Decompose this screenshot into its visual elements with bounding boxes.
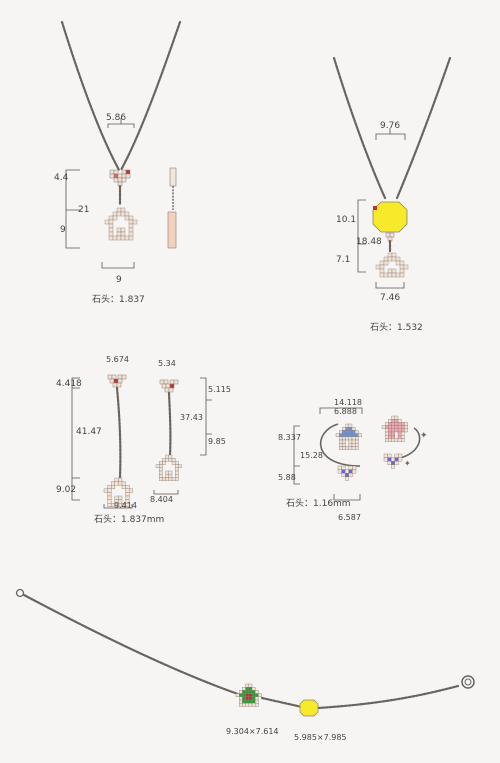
necklace-1-dim-left-top: 4.4 (54, 173, 69, 183)
bracelet-end-ring (15, 588, 25, 598)
necklace-1-dim-left-bottom: 9 (60, 225, 66, 235)
necklace-2-dim-bottom: 7.46 (380, 293, 400, 303)
earrings-long-dim-top-1: 5.674 (106, 355, 129, 364)
necklace-2-dim-left-bottom: 7.1 (336, 255, 350, 265)
necklace-1-chain-right (119, 20, 182, 172)
earrings-long-dim-right-bottom: 9.85 (208, 437, 226, 446)
house-icon (104, 207, 138, 241)
heart-icon (337, 465, 357, 481)
bracelet-label-house: 9.304×7.614 (226, 727, 279, 736)
earrings-long-dim-left-top: 4.418 (56, 379, 82, 389)
earrings-long-dim-left-bottom: 9.02 (56, 485, 76, 495)
balloon-icon (299, 699, 319, 717)
necklace-2-chain-right (395, 56, 452, 200)
necklace-2-dim-left-total: 18.48 (356, 237, 382, 247)
house-icon (375, 252, 409, 278)
necklace-1-dim-bottom: 9 (116, 275, 122, 285)
earrings-long-dim-left-mid: 41.47 (76, 427, 102, 437)
necklace-2-chain-left (332, 56, 387, 200)
necklace-1: 5.86 4.4 21 9 9 石头：1.837 (54, 20, 182, 305)
necklace-1-chain-left (60, 20, 121, 172)
earrings-hoop-stone-note: 石头：1.16mm (286, 498, 351, 509)
earrings-long-dim-right-top: 5.115 (208, 385, 231, 394)
sparkle-icon: ✦ (404, 459, 411, 468)
clasp-icon (461, 675, 475, 689)
necklace-2-dim-left-top: 10.1 (336, 215, 356, 225)
earrings-hoop-dim-left-bottom: 5.88 (278, 473, 296, 482)
earrings-long-stone-note: 石头：1.837mm (94, 514, 164, 525)
earring-a-chain (115, 386, 122, 480)
necklace-1-stone-note: 石头：1.837 (92, 294, 145, 305)
bracelet: 9.304×7.614 5.985×7.985 (15, 588, 475, 742)
house-icon (155, 454, 182, 481)
bracelet-chain-right (316, 684, 460, 710)
house-icon (335, 423, 362, 450)
necklace-1-side-view (167, 167, 177, 249)
heart-icon (159, 379, 179, 393)
sparkle-icon: ✦ (420, 431, 428, 441)
necklace-2-stone-note: 石头：1.532 (370, 322, 423, 333)
earrings-hoop-dim-left-total: 15.28 (300, 451, 323, 460)
bracelet-label-yellow: 5.985×7.985 (294, 733, 347, 742)
house-icon (381, 415, 408, 442)
bracelet-chain-left (22, 593, 240, 696)
house-icon (235, 683, 262, 707)
earrings-hoop-dim-bottom: 6.587 (338, 513, 361, 522)
earrings-long: 4.418 41.47 9.02 5.674 5.34 5.115 37.43 … (56, 355, 231, 525)
necklace-2: 9.76 10.1 18.48 7.1 7.46 石头：1.532 (332, 56, 452, 333)
earring-b-chain (167, 391, 172, 457)
hoop-left-wire (319, 423, 361, 467)
necklace-2-dim-top: 9.76 (380, 121, 400, 131)
earrings-hoop-dim-top: 14.118 (334, 398, 362, 407)
balloon-icon (372, 201, 408, 242)
earrings-hoop-dim-left-top: 8.337 (278, 433, 301, 442)
earrings-long-dim-bottom-2: 8.404 (150, 495, 173, 504)
heart-icon (107, 374, 127, 388)
earrings-hoop-dim-top-inner: 6.888 (334, 407, 357, 416)
earrings-hoop: ✦ ✦ 14.118 6.888 8.337 15.28 5.88 6.587 … (278, 398, 428, 522)
heart-icon (383, 453, 403, 469)
earrings-long-dim-bottom-1: 9.414 (114, 501, 137, 510)
heart-icon (109, 169, 131, 187)
bracelet-chain-mid (260, 696, 304, 709)
earrings-long-dim-top-2: 5.34 (158, 359, 176, 368)
house-icon (103, 477, 134, 508)
necklace-1-dim-top: 5.86 (106, 113, 126, 123)
earrings-long-dim-right-mid: 37.43 (180, 413, 203, 422)
necklace-1-dim-left-mid: 21 (78, 205, 89, 215)
